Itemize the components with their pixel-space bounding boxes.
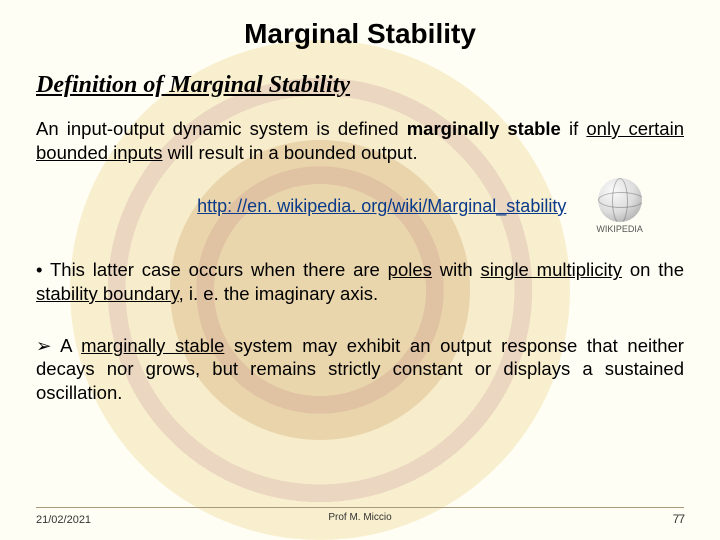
wikipedia-link[interactable]: http: //en. wikipedia. org/wiki/Marginal… xyxy=(197,196,566,217)
reference-row: http: //en. wikipedia. org/wiki/Marginal… xyxy=(36,178,684,234)
slide-content: Marginal Stability Definition of Margina… xyxy=(0,0,720,540)
def-post: will result in a bounded output. xyxy=(163,142,418,163)
wikipedia-globe-icon xyxy=(598,178,642,222)
footer-author: Prof M. Miccio xyxy=(328,512,391,523)
def-term: marginally stable xyxy=(407,118,561,139)
b1-mid1: with xyxy=(432,259,481,280)
b1-mid2: on the xyxy=(622,259,684,280)
definition-paragraph: An input-output dynamic system is define… xyxy=(36,117,684,164)
def-pre: An input-output dynamic system is define… xyxy=(36,118,407,139)
wikipedia-logo: WIKIPEDIA xyxy=(596,178,643,234)
def-mid: if xyxy=(561,118,587,139)
slide-footer: 21/02/2021 Prof M. Miccio 77 xyxy=(36,507,684,526)
b1-single-mult: single multiplicity xyxy=(481,259,623,280)
b1-post: , i. e. the imaginary axis. xyxy=(179,283,378,304)
slide-title: Marginal Stability xyxy=(36,18,684,50)
slide-subtitle: Definition of Marginal Stability xyxy=(36,72,684,99)
b1-boundary: stability boundary xyxy=(36,283,179,304)
bullet-1: • This latter case occurs when there are… xyxy=(36,258,684,305)
footer-date: 21/02/2021 xyxy=(36,514,91,526)
footer-page: 77 xyxy=(673,512,684,526)
wikipedia-label: WIKIPEDIA xyxy=(596,224,643,234)
b1-prefix: • This latter case occurs when there are xyxy=(36,259,388,280)
bullet-2: ➢ A marginally stable system may exhibit… xyxy=(36,334,684,405)
b1-poles: poles xyxy=(388,259,432,280)
b2-term: marginally stable xyxy=(81,335,224,356)
b2-prefix: ➢ A xyxy=(36,335,81,356)
